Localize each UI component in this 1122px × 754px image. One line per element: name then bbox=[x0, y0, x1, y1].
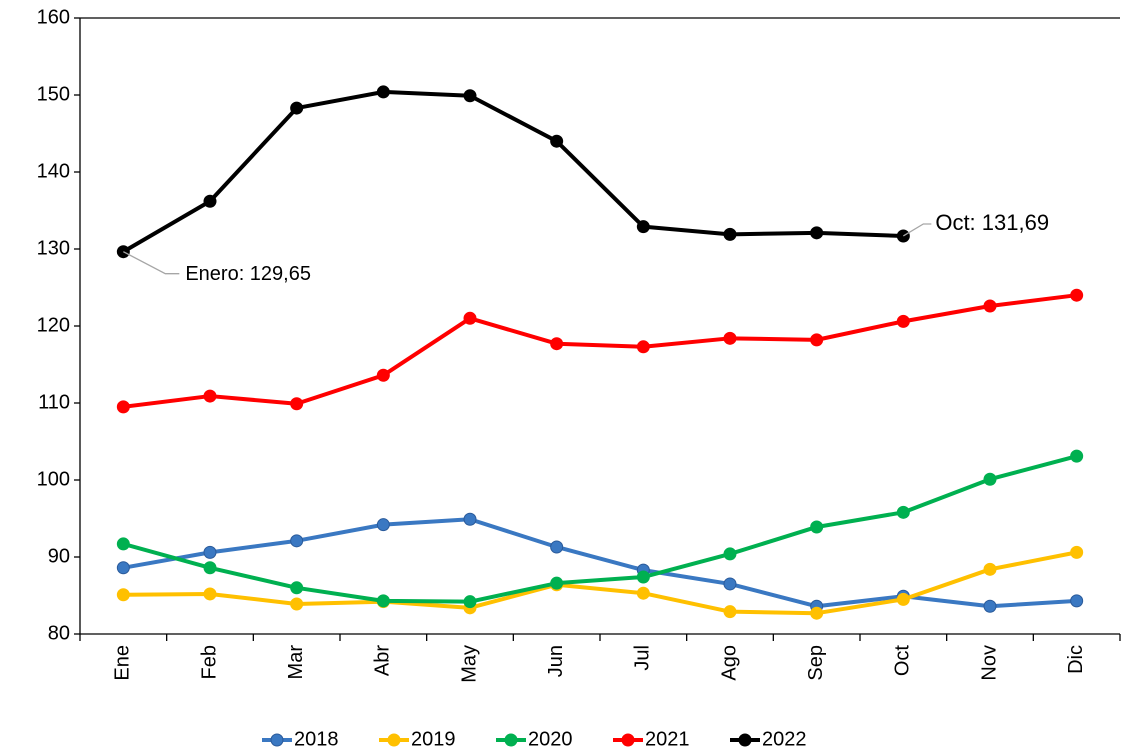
data-point bbox=[203, 389, 217, 403]
legend-marker bbox=[738, 733, 752, 747]
data-point bbox=[203, 194, 217, 208]
data-point bbox=[550, 576, 564, 590]
data-point bbox=[1070, 288, 1084, 302]
data-point bbox=[550, 337, 564, 351]
data-point bbox=[376, 368, 390, 382]
x-tick-label: Mar bbox=[285, 645, 307, 680]
y-tick-label: 150 bbox=[37, 83, 70, 105]
data-point bbox=[723, 577, 737, 591]
series-line bbox=[123, 550, 1078, 616]
legend-label: 2020 bbox=[528, 728, 573, 750]
data-point bbox=[723, 331, 737, 345]
x-tick-label: Ene bbox=[112, 645, 134, 681]
data-point bbox=[810, 333, 824, 347]
data-point bbox=[376, 85, 390, 99]
data-point bbox=[376, 594, 390, 608]
legend-marker bbox=[270, 733, 284, 747]
series-line bbox=[122, 89, 904, 254]
data-point bbox=[636, 586, 650, 600]
data-point bbox=[983, 472, 997, 486]
legend-label: 2022 bbox=[762, 728, 807, 750]
legend-marker bbox=[621, 733, 635, 747]
x-tick-label: Abr bbox=[372, 645, 394, 676]
y-tick-label: 130 bbox=[37, 237, 70, 259]
data-point bbox=[1070, 545, 1084, 559]
annotation-leader bbox=[902, 223, 932, 237]
data-point bbox=[290, 534, 304, 548]
legend-label: 2018 bbox=[294, 728, 339, 750]
data-point bbox=[116, 400, 130, 414]
data-point bbox=[723, 227, 737, 241]
data-point bbox=[810, 520, 824, 534]
data-point bbox=[636, 340, 650, 354]
data-point bbox=[723, 547, 737, 561]
data-point bbox=[376, 518, 390, 532]
x-tick-label: Dic bbox=[1065, 645, 1087, 674]
annotation: Oct: 131,69 bbox=[935, 210, 1049, 235]
data-point bbox=[810, 226, 824, 240]
y-tick-label: 100 bbox=[37, 468, 70, 490]
data-point bbox=[1070, 449, 1084, 463]
data-point bbox=[896, 314, 910, 328]
x-tick-label: Ago bbox=[718, 645, 740, 681]
data-point bbox=[116, 537, 130, 551]
data-point bbox=[550, 540, 564, 554]
data-point bbox=[463, 89, 477, 103]
data-point bbox=[203, 587, 217, 601]
data-point bbox=[116, 561, 130, 575]
data-point bbox=[983, 599, 997, 613]
x-tick-label: Feb bbox=[198, 645, 220, 679]
data-point bbox=[290, 597, 304, 611]
annotation-leader bbox=[123, 251, 180, 275]
series-line bbox=[123, 293, 1077, 409]
data-point bbox=[983, 562, 997, 576]
series-line bbox=[122, 517, 1077, 609]
data-point bbox=[463, 311, 477, 325]
legend-label: 2021 bbox=[645, 728, 690, 750]
data-point bbox=[203, 561, 217, 575]
data-point bbox=[896, 505, 910, 519]
data-point bbox=[203, 545, 217, 559]
legend-marker bbox=[387, 733, 401, 747]
y-tick-label: 110 bbox=[38, 391, 70, 413]
data-point bbox=[810, 606, 824, 620]
x-tick-label: May bbox=[458, 645, 480, 683]
data-point bbox=[463, 512, 477, 526]
y-tick-label: 140 bbox=[37, 160, 70, 182]
data-point bbox=[463, 595, 477, 609]
legend-marker bbox=[504, 733, 518, 747]
annotation: Enero: 129,65 bbox=[185, 263, 311, 285]
x-tick-label: Jul bbox=[632, 645, 654, 671]
x-tick-label: Oct bbox=[892, 645, 914, 677]
data-point bbox=[116, 588, 130, 602]
data-point bbox=[1070, 594, 1084, 608]
series-line bbox=[122, 454, 1078, 604]
y-tick-label: 160 bbox=[37, 6, 70, 28]
data-point bbox=[550, 134, 564, 148]
legend-label: 2019 bbox=[411, 728, 456, 750]
x-tick-label: Nov bbox=[978, 645, 1000, 681]
data-point bbox=[636, 570, 650, 584]
x-tick-label: Sep bbox=[805, 645, 827, 681]
data-point bbox=[983, 299, 997, 313]
data-point bbox=[636, 220, 650, 234]
y-tick-label: 90 bbox=[48, 545, 70, 567]
y-tick-label: 120 bbox=[37, 314, 70, 336]
data-point bbox=[290, 397, 304, 411]
data-point bbox=[290, 581, 304, 595]
y-tick-label: 80 bbox=[48, 622, 70, 644]
data-point bbox=[896, 592, 910, 606]
x-tick-label: Jun bbox=[545, 645, 567, 677]
data-point bbox=[723, 605, 737, 619]
data-point bbox=[290, 101, 304, 115]
